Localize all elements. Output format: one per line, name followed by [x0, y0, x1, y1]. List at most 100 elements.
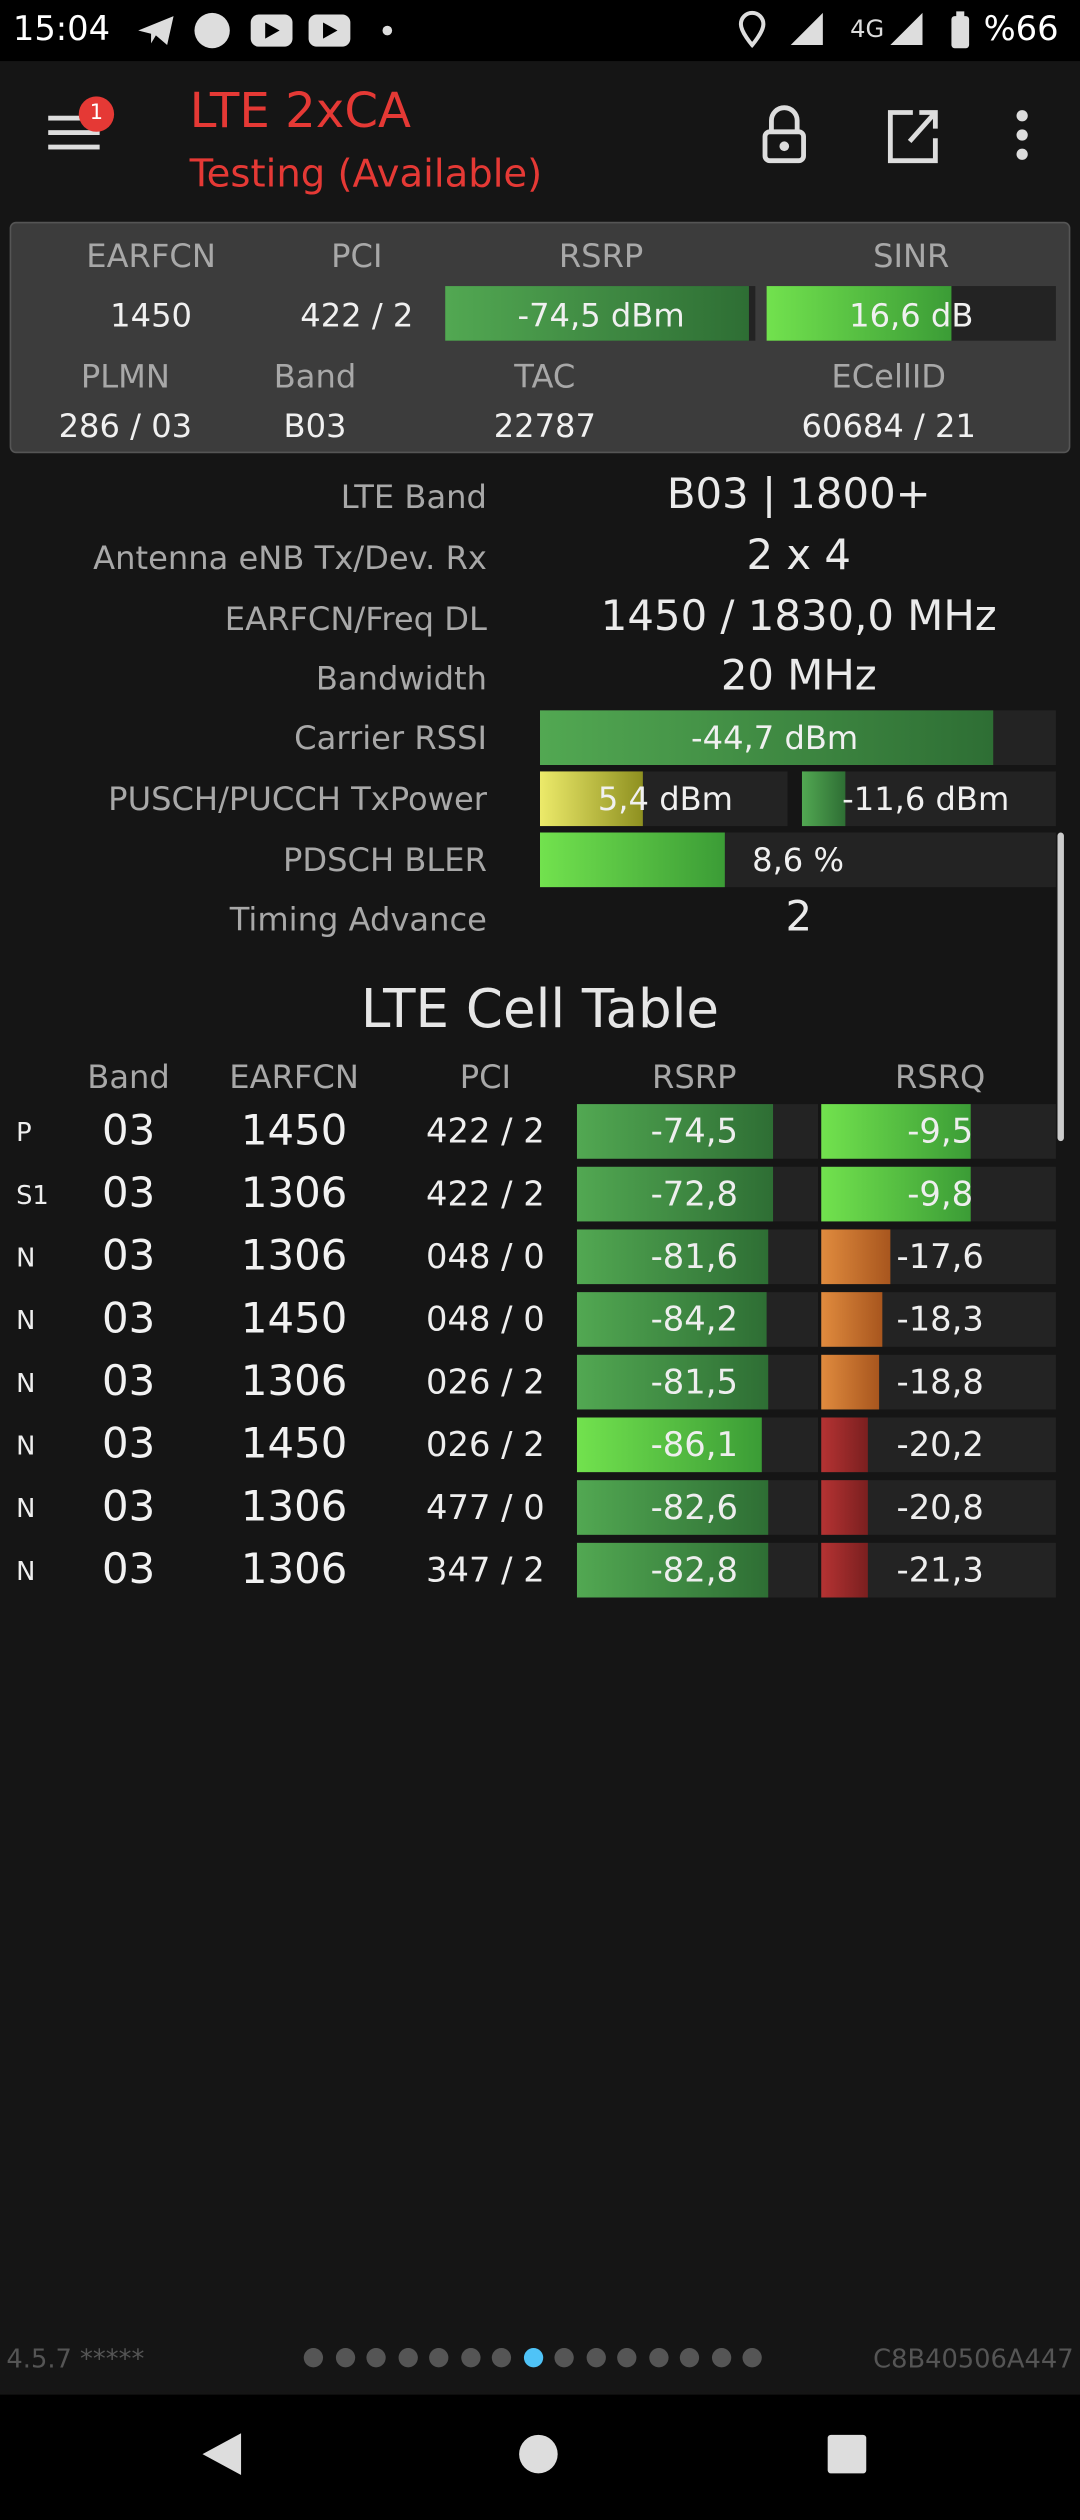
summary-header: SINR: [873, 236, 950, 275]
cell-rsrp: -81,6: [650, 1237, 738, 1277]
page-dot: [523, 2348, 543, 2368]
recents-button[interactable]: [827, 2434, 867, 2474]
cell-earfcn: 1306: [240, 1232, 348, 1281]
rsrp-bar: [576, 1480, 819, 1535]
rsrp-bar: [576, 1166, 819, 1222]
cell-rsrp: -86,1: [650, 1425, 738, 1465]
rsrq-fill: [821, 1104, 971, 1159]
rsrp-bar: [576, 1417, 819, 1473]
detail-value: -44,7 dBm: [691, 718, 859, 757]
detail-value: 2: [785, 893, 813, 942]
summary-value: 16,6 dB: [849, 295, 974, 335]
cell-rsrq: -20,2: [896, 1425, 984, 1465]
cell-earfcn: 1306: [240, 1483, 348, 1532]
summary-value: 286 / 03: [58, 406, 193, 446]
cell-pci: 422 / 2: [425, 1112, 545, 1151]
rsrq-bar: [821, 1480, 1056, 1535]
status-bar: [0, 0, 1080, 62]
open-external-button[interactable]: [887, 110, 938, 164]
page-dot: [648, 2348, 668, 2368]
rsrp-bar: [576, 1229, 819, 1285]
rsrq-fill: [821, 1166, 971, 1222]
rsrp-bar: [576, 1542, 819, 1598]
rsrp-bar: [445, 286, 756, 341]
cell-type: N: [16, 1555, 36, 1587]
cell-earfcn: 1450: [240, 1295, 348, 1344]
lock-button[interactable]: [762, 105, 806, 164]
rsrp-fill: [576, 1166, 774, 1222]
detail-value: 1450 / 1830,0 MHz: [600, 593, 997, 642]
battery-level: %66: [983, 9, 1059, 49]
page-dot: [397, 2348, 418, 2368]
subtitle: Testing (Available): [189, 151, 543, 197]
cell-rsrp: -84,2: [650, 1300, 738, 1339]
rsrp-fill: [576, 1542, 769, 1598]
cell-band: 03: [101, 1358, 156, 1407]
summary-header: RSRP: [558, 236, 644, 275]
network-type: 4G: [850, 14, 885, 44]
summary-header: EARFCN: [86, 236, 216, 275]
summary-header: TAC: [514, 356, 576, 396]
summary-header: PCI: [331, 236, 383, 275]
cell-rsrq: -21,3: [896, 1550, 984, 1590]
summary-value: 422 / 2: [300, 295, 414, 335]
summary-value: B03: [283, 406, 347, 446]
cell-rsrp: -72,8: [650, 1174, 738, 1214]
cell-pci: 048 / 0: [425, 1237, 545, 1277]
rsrq-bar: [821, 1104, 1056, 1159]
cell-pci: 048 / 0: [425, 1300, 545, 1339]
rsrq-bar: [821, 1354, 1056, 1410]
page-dot: [429, 2348, 449, 2368]
detail-label: PDSCH BLER: [282, 840, 487, 880]
cell-rsrq: -9,5: [907, 1112, 974, 1151]
cell-rsrp: -82,6: [650, 1488, 738, 1527]
device-id: C8B40506A447: [873, 2343, 1074, 2374]
rsrp-fill: [576, 1104, 774, 1159]
detail-label: Carrier RSSI: [294, 718, 487, 757]
title: LTE 2xCA: [189, 83, 411, 140]
page-dot: [742, 2348, 762, 2368]
summary-value: -74,5 dBm: [517, 295, 685, 335]
detail-label: Antenna eNB Tx/Dev. Rx: [93, 538, 487, 577]
cell-rsrq: -9,8: [907, 1174, 974, 1214]
rsrq-bar: [821, 1229, 1056, 1285]
bler-bar: [540, 832, 1056, 888]
nav-buttons: [202, 2433, 867, 2476]
rsrq-fill: [821, 1542, 868, 1598]
rsrq-fill: [821, 1229, 891, 1285]
more-button[interactable]: [1016, 110, 1028, 160]
page-dot: [491, 2348, 512, 2368]
page-dot: [617, 2348, 637, 2368]
cell-rsrp: -81,5: [650, 1362, 738, 1402]
cell-pci: 026 / 2: [425, 1362, 545, 1402]
summary-header: PLMN: [80, 356, 170, 396]
menu-button[interactable]: [42, 96, 122, 167]
status-time: 15:04: [12, 9, 111, 49]
back-button[interactable]: [202, 2433, 242, 2476]
version: 4.5.7 *****: [6, 2343, 145, 2374]
rsrp-fill: [576, 1229, 769, 1285]
toolbar-icons: [762, 105, 1028, 164]
cell-earfcn: 1306: [240, 1358, 348, 1407]
notification-badge: 1: [89, 101, 104, 126]
home-button[interactable]: [519, 2434, 558, 2474]
scrollbar: [1057, 832, 1064, 1142]
cell-rsrp: -74,5: [650, 1112, 738, 1151]
page-dot: [554, 2348, 574, 2368]
column-header: Band: [87, 1057, 170, 1097]
cell-type: N: [16, 1430, 36, 1461]
cell-rsrq: -18,8: [896, 1362, 984, 1402]
summary-value: 1450: [110, 295, 192, 335]
rsrp-fill: [576, 1292, 767, 1347]
column-header: RSRP: [652, 1057, 737, 1097]
sinr-bar: [766, 286, 1056, 341]
notification-icons: [138, 12, 393, 49]
cell-type: P: [16, 1116, 32, 1148]
detail-label: LTE Band: [340, 477, 487, 516]
page-dot: [711, 2348, 731, 2368]
rsrp-fill: [576, 1354, 769, 1410]
detail-label: Timing Advance: [229, 900, 487, 939]
page-dot: [679, 2348, 700, 2368]
